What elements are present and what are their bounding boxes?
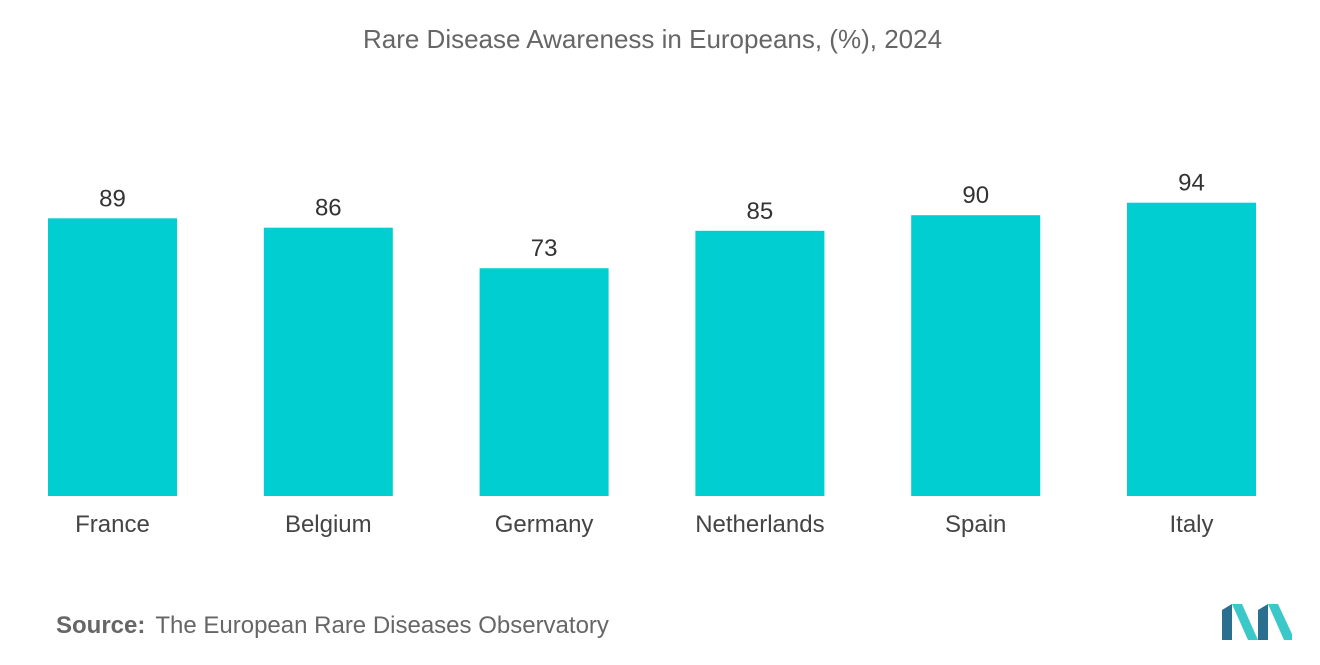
value-labels-layer: 89 86 73 85 90 94: [99, 170, 1205, 263]
value-label-belgium: 86: [315, 195, 342, 222]
bar-belgium: [263, 227, 393, 496]
bar-netherlands: [695, 230, 825, 497]
category-label-spain: Spain: [945, 511, 1006, 538]
category-labels-layer: France Belgium Germany Netherlands Spain Ital…: [75, 511, 1213, 538]
source-text: The European Rare Diseases Observatory: [155, 612, 609, 639]
bar-italy: [1127, 202, 1256, 496]
bar-chart: 89 86 73 85 90 94 France Belgium Germany Netherl…: [48, 170, 1256, 538]
category-label-germany: Germany: [495, 511, 594, 538]
category-label-belgium: Belgium: [285, 511, 372, 538]
bar-france: [48, 218, 177, 496]
chart-title: Rare Disease Awareness in Europeans, (%)…: [362, 24, 943, 54]
category-label-netherlands: Netherlands: [695, 511, 824, 538]
bar-germany: [479, 268, 609, 496]
category-label-italy: Italy: [1169, 511, 1213, 538]
logo-mid-stroke: [1258, 604, 1268, 640]
value-label-france: 89: [99, 185, 126, 212]
value-label-spain: 90: [962, 182, 989, 209]
logo-left-stroke: [1222, 604, 1232, 640]
source-label: Source:: [56, 612, 146, 639]
value-label-germany: 73: [531, 235, 558, 262]
bar-spain: [911, 215, 1041, 496]
bars-layer: [48, 202, 1256, 497]
mordor-intelligence-logo-icon: [1222, 604, 1292, 640]
value-label-netherlands: 85: [747, 198, 774, 225]
logo-left-diagonal: [1232, 604, 1258, 640]
source-note: Source: The European Rare Diseases Observ…: [56, 612, 609, 640]
value-label-italy: 94: [1178, 170, 1205, 197]
category-label-france: France: [75, 511, 150, 538]
logo-right-diagonal: [1268, 604, 1292, 640]
